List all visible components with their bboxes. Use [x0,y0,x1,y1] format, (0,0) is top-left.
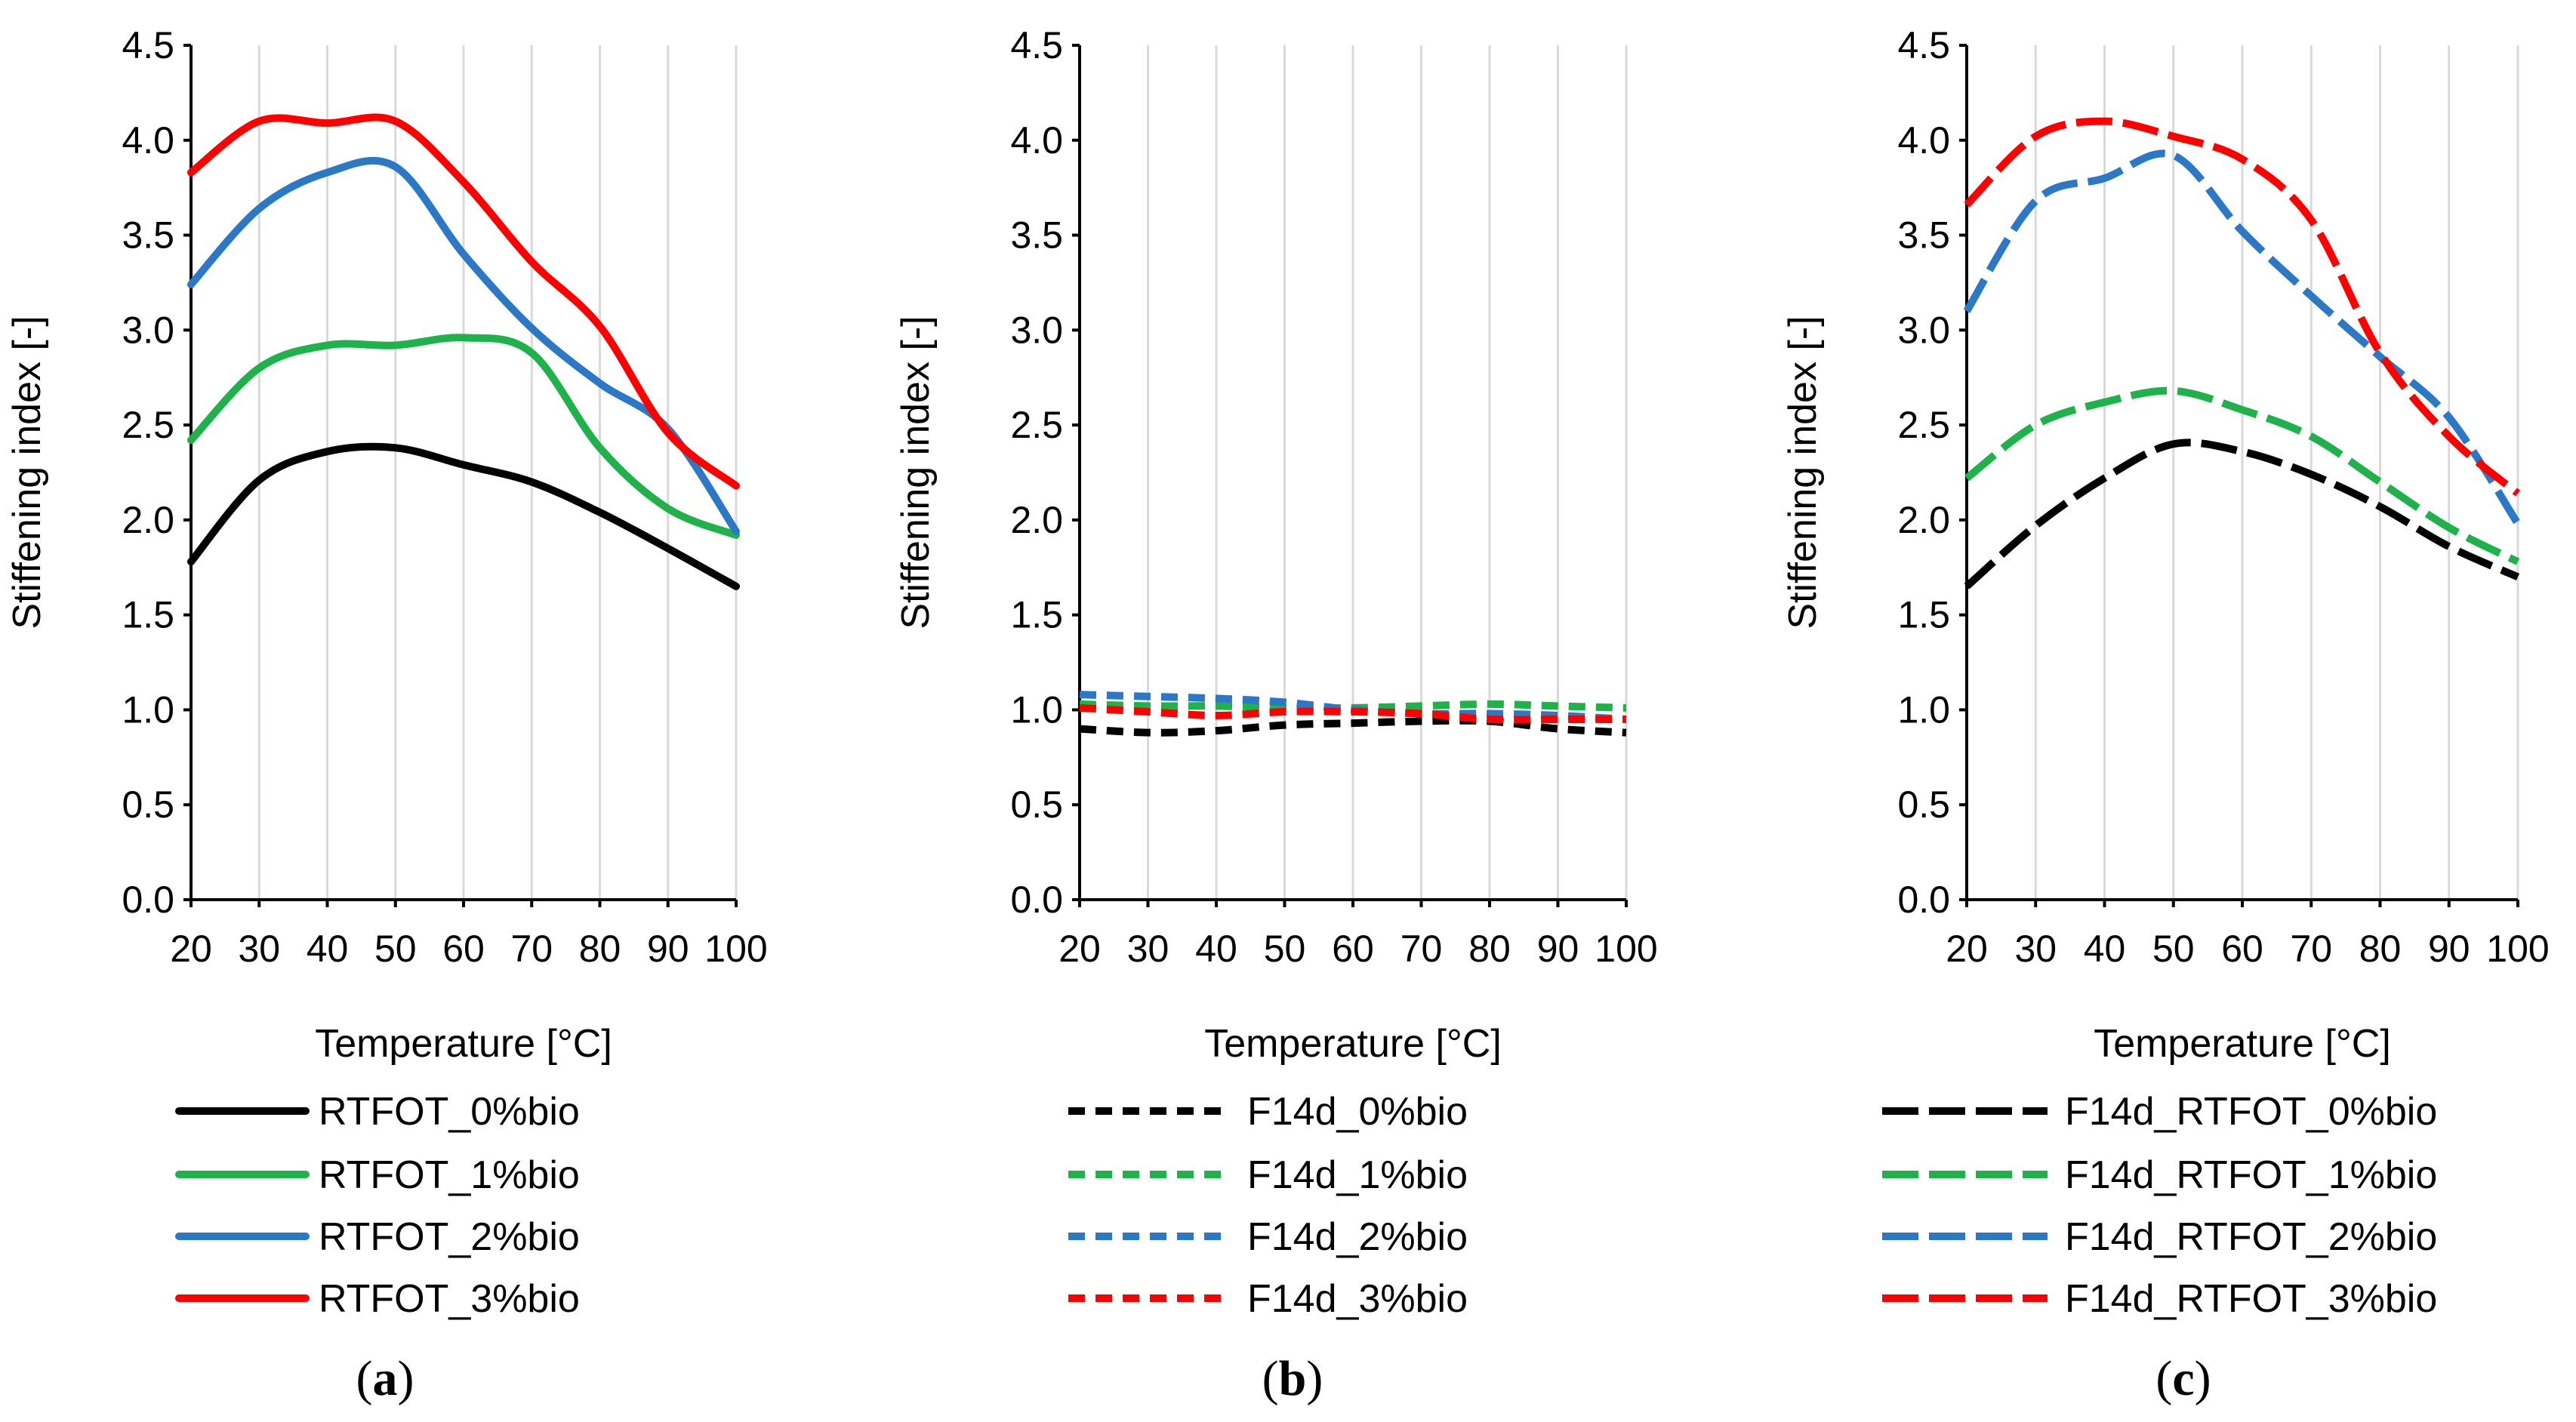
x-tick-label: 80 [579,928,621,970]
y-tick-label: 3.5 [122,214,174,257]
x-tick-label: 90 [2428,928,2470,970]
y-tick-label: 0.5 [1010,783,1063,826]
legend-label: RTFOT_1%bio [319,1153,580,1197]
panel-caption: (b) [1262,1351,1323,1406]
y-tick-label: 1.0 [1897,688,1950,731]
x-tick-label: 40 [2084,928,2126,970]
x-tick-label: 70 [2290,928,2332,970]
chart-panel-c: 0.0 0.5 1.0 1.5 2.0 2.5 3.0 3.5 4.0 4.5 20 30 40 50 60… [1781,24,2550,1406]
x-tick-label: 40 [307,928,349,970]
series-line-F14d_0%bio [1079,716,1627,737]
x-tick-label: 60 [2221,928,2263,970]
x-tick-label: 40 [1195,928,1237,970]
x-tick-label: 50 [1264,928,1306,970]
x-tick-label: 60 [442,928,485,970]
series-line-F14d_RTFOT_2%bio [1963,149,2522,526]
y-tick-label: 0.0 [1897,879,1950,921]
y-tick-label: 4.5 [122,24,174,66]
x-tick-label: 100 [2486,928,2549,970]
y-tick-label: 0.0 [122,879,174,921]
y-tick-label: 2.5 [122,404,174,446]
panel-caption: (c) [2155,1351,2211,1406]
legend-label: F14d_3%bio [1247,1277,1468,1321]
x-tick-label: 30 [2014,928,2057,970]
x-tick-label: 50 [374,928,417,970]
x-tick-label: 80 [2359,928,2402,970]
x-tick-label: 90 [1537,928,1579,970]
y-tick-label: 2.0 [1010,499,1063,541]
x-axis-title: Temperature [°C] [1204,1022,1502,1066]
x-tick-label: 70 [1400,928,1443,970]
legend-label: F14d_RTFOT_1%bio [2065,1153,2437,1197]
y-tick-label: 4.0 [1897,119,1950,162]
y-tick-label: 2.0 [1897,499,1950,541]
series-line-F14d_RTFOT_3%bio [1964,117,2521,497]
y-axis-title: Stiffening index [-] [1781,315,1825,629]
x-axis-title: Temperature [°C] [315,1022,612,1066]
y-tick-label: 3.0 [1010,309,1063,351]
panel-caption: (a) [356,1351,414,1406]
series-line-RTFOT_1%bio [187,334,740,539]
x-tick-label: 20 [1058,928,1101,970]
x-axis-title: Temperature [°C] [2094,1022,2391,1066]
x-tick-label: 20 [1946,928,1988,970]
legend-label: F14d_0%bio [1247,1090,1468,1134]
x-tick-label: 50 [2152,928,2195,970]
y-tick-label: 1.0 [122,688,174,731]
x-tick-label: 100 [1595,928,1657,970]
y-tick-label: 2.5 [1010,404,1063,446]
y-tick-label: 0.0 [1010,879,1063,921]
y-tick-label: 2.5 [1897,404,1950,446]
y-tick-label: 4.5 [1010,24,1063,66]
series-line-RTFOT_3%bio [187,113,740,490]
y-tick-label: 4.0 [1010,119,1063,162]
series-line-F14d_3%bio [1079,703,1626,724]
chart-panel-a: 0.0 0.5 1.0 1.5 2.0 2.5 3.0 3.5 4.0 4.5 20 30 40 50 60… [5,24,768,1406]
x-tick-label: 60 [1332,928,1374,970]
x-tick-label: 20 [170,928,212,970]
y-axis-title: Stiffening index [-] [894,315,938,629]
x-tick-label: 80 [1468,928,1511,970]
y-tick-label: 2.0 [122,499,174,541]
legend-label: F14d_1%bio [1247,1153,1468,1197]
y-tick-label: 3.0 [1897,309,1950,351]
y-tick-label: 3.5 [1010,214,1063,257]
y-tick-label: 4.0 [122,119,174,162]
series-line-RTFOT_0%bio [187,442,740,590]
y-tick-label: 1.5 [122,594,174,636]
legend-label: RTFOT_0%bio [319,1090,580,1134]
series-line-F14d_RTFOT_1%bio [1964,386,2520,565]
x-tick-label: 100 [704,928,767,970]
legend-label: RTFOT_2%bio [319,1215,580,1259]
y-tick-label: 0.5 [122,783,174,826]
x-tick-label: 30 [1127,928,1169,970]
chart-panel-b: 0.0 0.5 1.0 1.5 2.0 2.5 3.0 3.5 4.0 4.5 20 30 40 50 60… [894,24,1658,1406]
legend-label: F14d_2%bio [1247,1215,1468,1259]
x-tick-label: 70 [510,928,553,970]
y-tick-label: 1.5 [1010,594,1063,636]
legend-label: F14d_RTFOT_2%bio [2065,1215,2437,1259]
y-tick-label: 3.0 [122,309,174,351]
legend-label: F14d_RTFOT_0%bio [2065,1090,2437,1134]
y-tick-label: 1.0 [1010,688,1063,731]
y-tick-label: 1.5 [1897,594,1950,636]
y-axis-title: Stiffening index [-] [5,315,49,629]
y-tick-label: 3.5 [1897,214,1950,257]
legend-label: F14d_RTFOT_3%bio [2065,1277,2437,1321]
x-tick-label: 30 [238,928,280,970]
legend-label: RTFOT_3%bio [319,1277,580,1321]
series-line-F14d_RTFOT_0%bio [1964,439,2520,589]
x-tick-label: 90 [647,928,689,970]
y-tick-label: 4.5 [1897,24,1950,66]
y-tick-label: 0.5 [1897,783,1950,826]
